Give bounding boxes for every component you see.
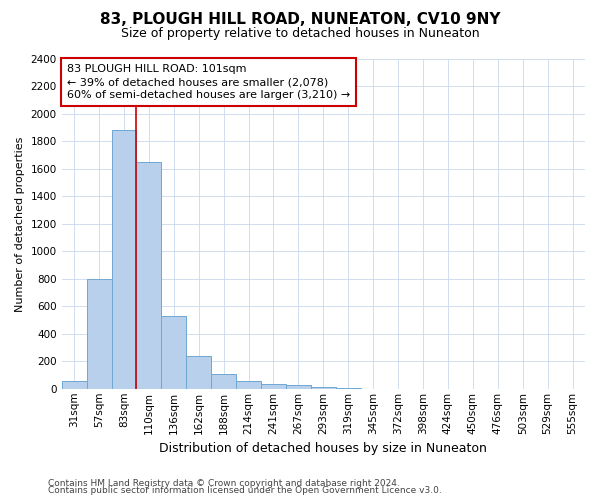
Text: 83, PLOUGH HILL ROAD, NUNEATON, CV10 9NY: 83, PLOUGH HILL ROAD, NUNEATON, CV10 9NY xyxy=(100,12,500,28)
X-axis label: Distribution of detached houses by size in Nuneaton: Distribution of detached houses by size … xyxy=(160,442,487,455)
Bar xyxy=(136,162,161,389)
Text: Contains HM Land Registry data © Crown copyright and database right 2024.: Contains HM Land Registry data © Crown c… xyxy=(48,478,400,488)
Bar xyxy=(336,388,361,389)
Bar xyxy=(112,130,136,389)
Bar xyxy=(62,380,86,389)
Bar xyxy=(236,380,261,389)
Bar xyxy=(261,384,286,389)
Text: Size of property relative to detached houses in Nuneaton: Size of property relative to detached ho… xyxy=(121,28,479,40)
Text: Contains public sector information licensed under the Open Government Licence v3: Contains public sector information licen… xyxy=(48,486,442,495)
Bar xyxy=(161,316,186,389)
Bar xyxy=(211,374,236,389)
Bar xyxy=(86,279,112,389)
Bar xyxy=(286,386,311,389)
Text: 83 PLOUGH HILL ROAD: 101sqm
← 39% of detached houses are smaller (2,078)
60% of : 83 PLOUGH HILL ROAD: 101sqm ← 39% of det… xyxy=(67,64,350,100)
Bar xyxy=(186,356,211,389)
Y-axis label: Number of detached properties: Number of detached properties xyxy=(15,136,25,312)
Bar xyxy=(311,388,336,389)
